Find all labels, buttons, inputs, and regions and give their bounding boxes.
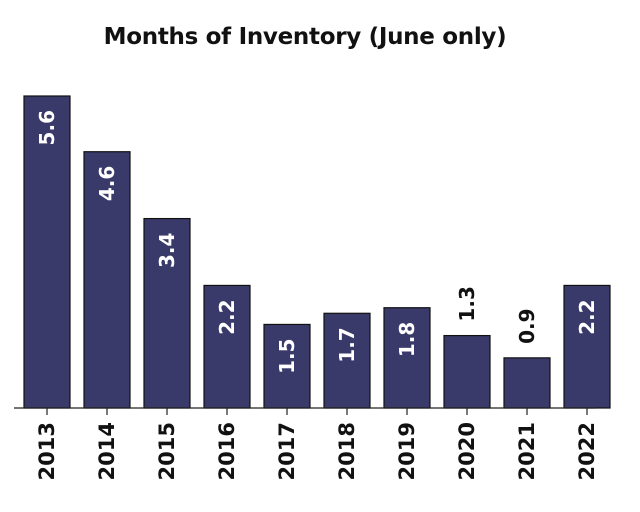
x-tick-label-2021: 2021	[515, 422, 539, 480]
bar-2022	[563, 284, 611, 409]
bar-2015	[143, 217, 191, 409]
x-tick-label-2019: 2019	[395, 422, 419, 480]
data-label-2021: 0.9	[515, 308, 539, 343]
x-tick-label-2013: 2013	[35, 422, 59, 480]
bar-2021	[503, 357, 551, 409]
x-tick-label-2022: 2022	[575, 422, 599, 480]
x-tick-label-2015: 2015	[155, 422, 179, 480]
x-tick-label-2018: 2018	[335, 422, 359, 480]
data-label-2022: 2.2	[575, 299, 599, 334]
x-axis: 2013 2014 2015 2016 2017 2018 2019 2020 2021 2022	[14, 407, 599, 480]
bar-2013	[23, 95, 71, 409]
x-tick-label-2020: 2020	[455, 422, 479, 480]
x-tick-label-2017: 2017	[275, 422, 299, 480]
data-label-2013: 5.6	[35, 110, 59, 145]
bar-2020	[443, 334, 491, 409]
data-label-2019: 1.8	[395, 322, 419, 357]
data-label-2015: 3.4	[155, 233, 179, 268]
x-tick-label-2014: 2014	[95, 422, 119, 480]
bar-2019	[383, 307, 431, 409]
data-label-2014: 4.6	[95, 166, 119, 201]
data-label-2018: 1.7	[335, 327, 359, 362]
bars-layer	[23, 95, 611, 409]
data-label-2020: 1.3	[455, 286, 479, 321]
data-labels-layer: 5.6 4.6 3.4 2.2 1.5 1.7 1.8 1.3 0.9 2.2	[35, 110, 599, 374]
chart-title: Months of Inventory (June only)	[103, 24, 507, 50]
data-label-2017: 1.5	[275, 338, 299, 373]
x-tick-label-2016: 2016	[215, 422, 239, 480]
data-label-2016: 2.2	[215, 299, 239, 334]
bar-2014	[83, 151, 131, 409]
